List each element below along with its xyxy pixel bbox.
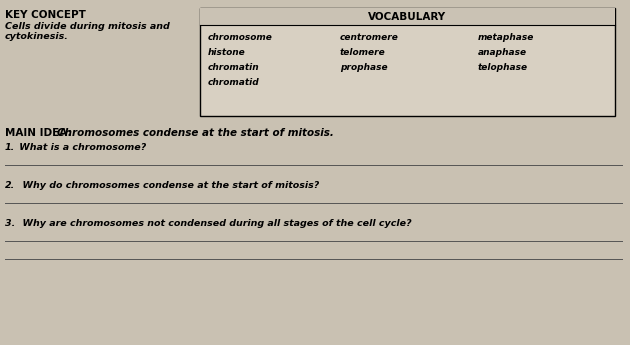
Text: metaphase: metaphase <box>478 33 534 42</box>
Text: centromere: centromere <box>340 33 399 42</box>
Text: histone: histone <box>208 48 246 57</box>
Text: 3.: 3. <box>5 219 15 228</box>
Text: prophase: prophase <box>340 63 387 72</box>
Text: 1.: 1. <box>5 143 15 152</box>
Text: 2.: 2. <box>5 181 15 190</box>
Text: Chromosomes condense at the start of mitosis.: Chromosomes condense at the start of mit… <box>57 128 334 138</box>
Text: Cells divide during mitosis and
cytokinesis.: Cells divide during mitosis and cytokine… <box>5 22 169 41</box>
Text: VOCABULARY: VOCABULARY <box>369 11 447 21</box>
Text: telomere: telomere <box>340 48 386 57</box>
Text: MAIN IDEA:: MAIN IDEA: <box>5 128 72 138</box>
Text: KEY CONCEPT: KEY CONCEPT <box>5 10 86 20</box>
FancyBboxPatch shape <box>200 8 615 25</box>
Text: telophase: telophase <box>478 63 528 72</box>
Text: chromatin: chromatin <box>208 63 260 72</box>
Text: chromatid: chromatid <box>208 78 260 87</box>
FancyBboxPatch shape <box>200 8 615 116</box>
Text: Why are chromosomes not condensed during all stages of the cell cycle?: Why are chromosomes not condensed during… <box>16 219 411 228</box>
Text: anaphase: anaphase <box>478 48 527 57</box>
Text: chromosome: chromosome <box>208 33 273 42</box>
Text: What is a chromosome?: What is a chromosome? <box>16 143 146 152</box>
Text: Why do chromosomes condense at the start of mitosis?: Why do chromosomes condense at the start… <box>16 181 319 190</box>
